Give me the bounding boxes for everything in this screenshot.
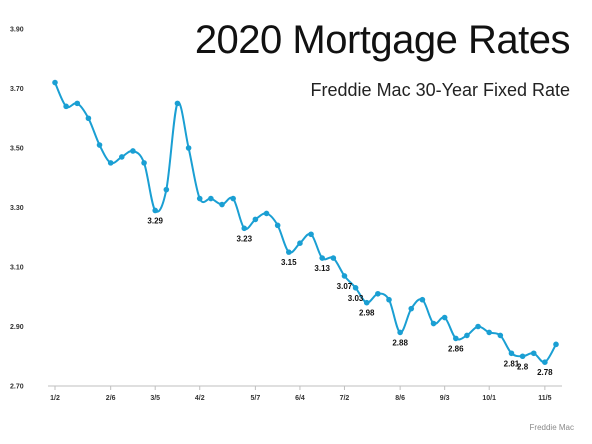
data-point: [430, 320, 437, 327]
data-point: [196, 195, 203, 202]
x-tick-label: 8/6: [395, 395, 405, 402]
data-point: [464, 332, 470, 339]
data-point: [219, 201, 225, 208]
data-point: [252, 216, 259, 223]
x-tick-label: 1/2: [50, 395, 60, 402]
source-credit: Freddie Mac: [529, 423, 574, 432]
data-point: [475, 323, 481, 330]
data-point: [174, 100, 181, 107]
data-label: 3.29: [147, 216, 163, 225]
x-tick-label: 3/5: [150, 395, 160, 402]
data-point: [330, 255, 337, 261]
data-label: 3.23: [236, 234, 252, 243]
data-point: [241, 225, 248, 232]
data-point: [497, 332, 504, 339]
data-label: 2.88: [392, 338, 408, 347]
x-tick-label: 7/2: [340, 395, 350, 402]
data-label: 3.07: [337, 282, 353, 291]
data-point: [130, 148, 136, 154]
data-point: [363, 299, 370, 306]
x-tick-label: 11/5: [538, 395, 551, 402]
y-tick-label: 3.70: [10, 86, 24, 93]
data-label: 3.03: [348, 294, 364, 303]
y-tick-label: 3.90: [10, 27, 24, 34]
data-label: 2.78: [537, 368, 553, 377]
data-point: [486, 329, 493, 336]
data-point: [553, 341, 559, 348]
y-tick-label: 3.30: [10, 205, 24, 212]
data-point: [508, 350, 515, 357]
data-point: [208, 195, 214, 202]
data-point: [52, 79, 58, 86]
data-point: [453, 335, 459, 342]
y-tick-label: 2.70: [10, 384, 24, 391]
data-label: 2.98: [359, 309, 375, 318]
series-line: [54, 82, 557, 364]
data-label: 2.8: [517, 362, 529, 371]
data-point: [542, 359, 548, 366]
y-tick-label: 3.10: [10, 265, 24, 272]
data-point: [274, 222, 281, 229]
x-tick-label: 9/3: [440, 395, 450, 402]
data-point: [141, 160, 147, 166]
data-point: [96, 142, 103, 148]
data-point: [397, 329, 403, 336]
data-point: [63, 103, 69, 110]
data-point: [185, 145, 192, 151]
y-tick-label: 2.90: [10, 324, 24, 331]
data-point: [352, 285, 359, 291]
x-tick-label: 10/1: [482, 395, 496, 402]
data-point: [341, 273, 348, 279]
x-tick-label: 5/7: [251, 395, 261, 402]
data-point: [375, 290, 381, 297]
data-point: [308, 231, 314, 238]
chart-subtitle: Freddie Mac 30-Year Fixed Rate: [310, 80, 570, 100]
data-point: [163, 186, 170, 193]
data-point: [85, 115, 92, 122]
data-point: [107, 160, 114, 166]
data-label: 3.13: [314, 264, 330, 273]
data-point: [286, 249, 292, 255]
data-point: [386, 296, 392, 303]
data-point: [519, 353, 526, 360]
y-tick-label: 3.50: [10, 146, 24, 153]
data-point: [530, 350, 537, 357]
data-point: [408, 305, 415, 312]
data-point: [263, 210, 270, 217]
x-tick-label: 2/6: [106, 395, 116, 402]
data-point: [319, 255, 326, 261]
chart-title: 2020 Mortgage Rates: [194, 18, 571, 62]
x-tick-label: 4/2: [195, 395, 205, 402]
data-point: [297, 240, 303, 246]
data-label: 2.86: [448, 344, 464, 353]
data-label: 2.81: [504, 359, 520, 368]
x-tick-label: 6/4: [295, 395, 305, 402]
data-point: [441, 314, 448, 321]
data-label: 3.15: [281, 258, 297, 267]
data-point: [230, 195, 236, 202]
data-point: [119, 154, 125, 160]
data-point: [152, 207, 158, 214]
data-point: [74, 100, 81, 107]
data-point: [419, 296, 426, 303]
